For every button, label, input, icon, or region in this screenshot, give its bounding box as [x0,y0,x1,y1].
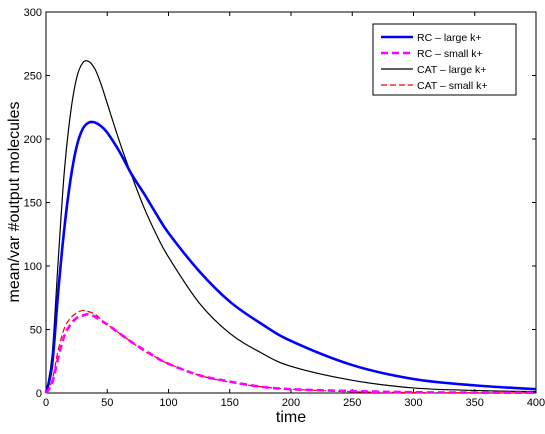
x-tick-label: 300 [404,397,422,409]
x-tick-label: 100 [159,397,177,409]
x-tick-label: 400 [527,397,545,409]
x-tick-label: 50 [101,397,113,409]
x-tick-label: 150 [221,397,239,409]
series-lines [44,60,537,395]
y-tick-label: 300 [24,7,42,19]
legend: RC – large k+ RC – small k+ CAT – large k+… [372,23,517,96]
y-tick-label: 100 [24,261,42,273]
x-tick-label: 250 [343,397,361,409]
series-line-0 [44,120,537,394]
legend-label: CAT – large k+ [417,64,486,76]
y-tick-label: 200 [24,134,42,146]
y-tick-label: 250 [24,71,42,83]
x-tick-label: 350 [466,397,484,409]
series-line-2 [45,60,537,394]
legend-label: RC – large k+ [417,32,482,44]
legend-label: RC – small k+ [417,48,483,60]
y-axis-title: mean/var #output molecules [6,102,23,303]
x-tick-label: 200 [282,397,300,409]
y-tick-label: 0 [36,388,42,400]
legend-label: CAT – small k+ [417,80,488,92]
x-axis-title: time [276,409,306,426]
y-tick-label: 150 [24,198,42,210]
series-line-1 [44,312,537,395]
axis-ticks: 0 50 100 150 200 250 300 350 400 0 50 100 150 200 250 3… [24,7,545,409]
x-tick-label: 0 [43,397,49,409]
y-tick-label: 50 [30,325,42,337]
